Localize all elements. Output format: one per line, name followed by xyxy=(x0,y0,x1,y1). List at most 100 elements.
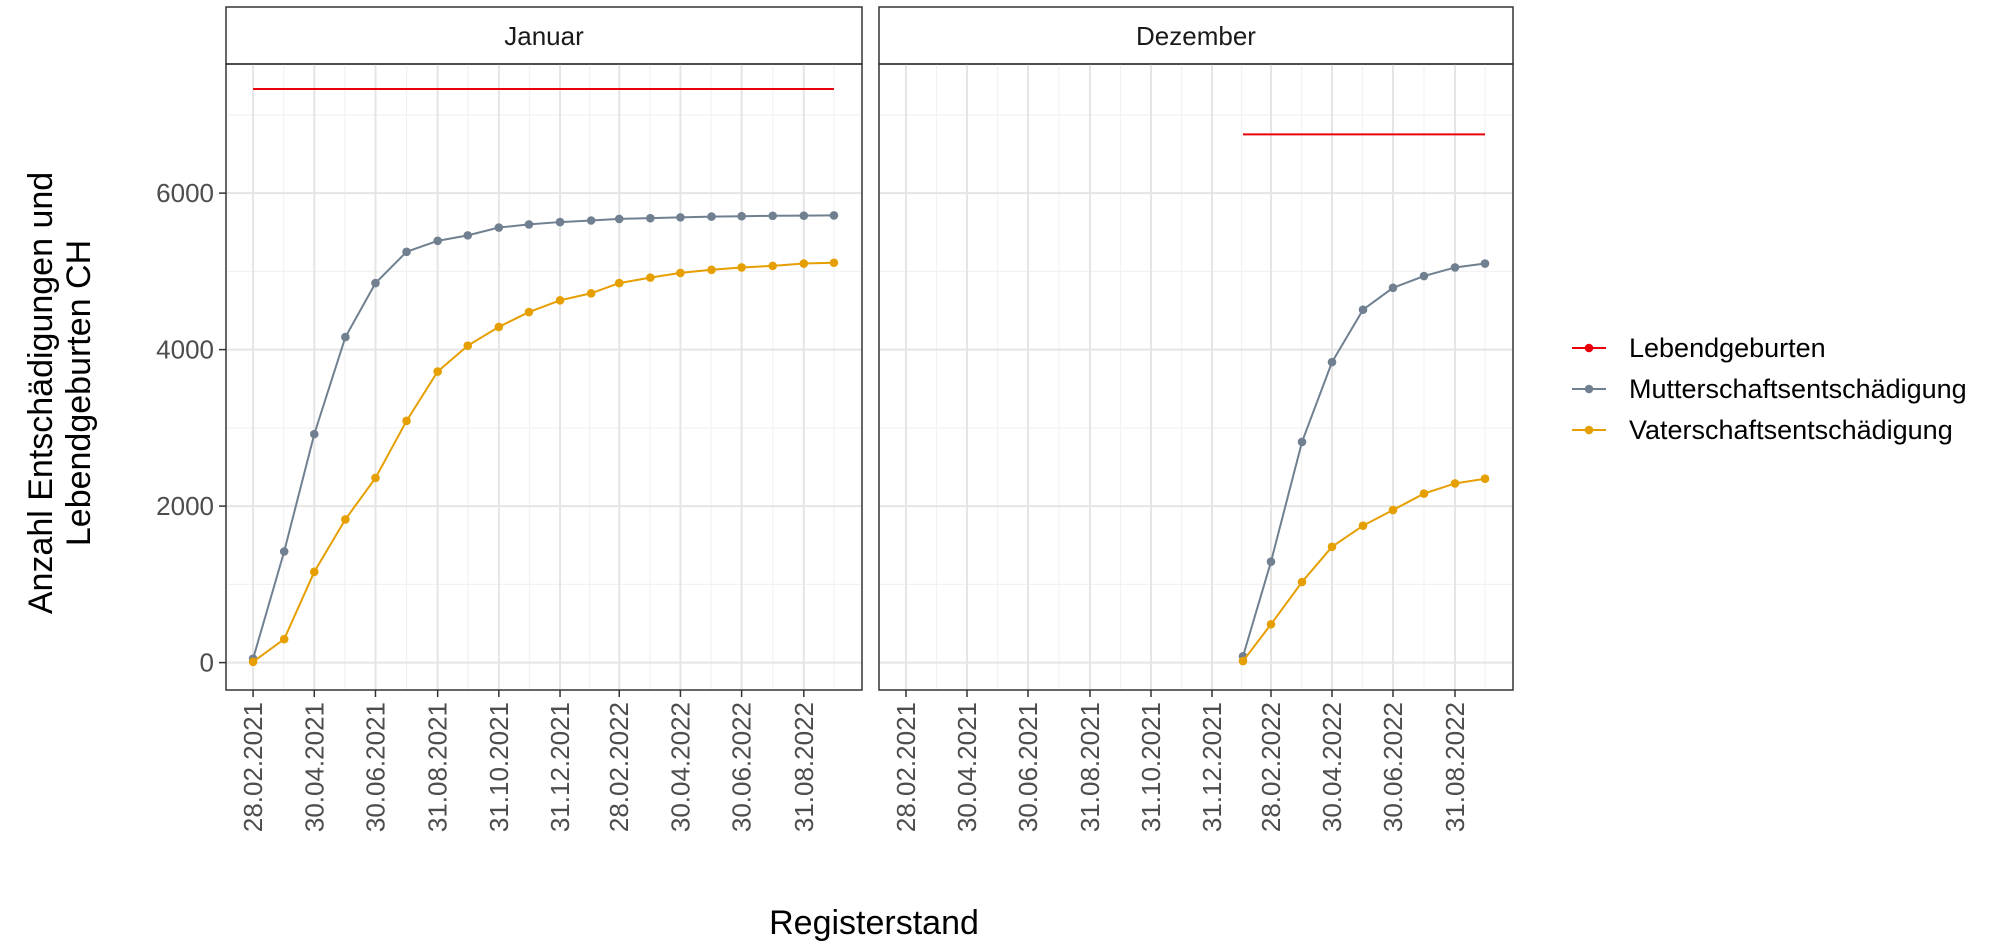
data-point-vaterschaftsentschädigung xyxy=(737,263,746,272)
x-tick-label: 31.08.2021 xyxy=(1075,702,1105,832)
panel-dezember: Dezember xyxy=(878,6,1514,691)
x-tick-label: 30.04.2022 xyxy=(1317,702,1347,832)
data-point-mutterschaftsentschädigung xyxy=(1388,283,1398,293)
legend-item-lebendgeburten: Lebendgeburten xyxy=(1572,333,1826,363)
data-point-mutterschaftsentschädigung xyxy=(402,247,411,257)
data-point-vaterschaftsentschädigung xyxy=(1388,505,1398,515)
data-point-mutterschaftsentschädigung xyxy=(799,211,809,220)
data-point-vaterschaftsentschädigung xyxy=(1238,656,1248,666)
data-point-mutterschaftsentschädigung xyxy=(371,278,380,288)
legend-item-vaterschaftsentschädigung: Vaterschaftsentschädigung xyxy=(1572,415,1953,445)
x-tick-label: 30.04.2022 xyxy=(665,702,695,832)
x-tick-label: 31.12.2021 xyxy=(545,702,575,832)
data-point-vaterschaftsentschädigung xyxy=(586,288,596,298)
data-point-vaterschaftsentschädigung xyxy=(309,567,319,577)
x-tick-label: 28.02.2021 xyxy=(891,702,921,832)
y-tick-label: 4000 xyxy=(156,335,214,365)
legend-label: Mutterschaftsentschädigung xyxy=(1629,374,1967,404)
data-point-mutterschaftsentschädigung xyxy=(494,223,504,232)
panel-border xyxy=(878,63,1514,691)
data-point-vaterschaftsentschädigung xyxy=(1297,577,1307,587)
data-point-vaterschaftsentschädigung xyxy=(676,268,685,278)
data-point-mutterschaftsentschädigung xyxy=(463,231,473,240)
legend-label: Vaterschaftsentschädigung xyxy=(1629,415,1953,445)
data-point-vaterschaftsentschädigung xyxy=(524,307,534,317)
data-point-vaterschaftsentschädigung xyxy=(707,265,716,275)
data-point-mutterschaftsentschädigung xyxy=(555,217,565,227)
data-point-vaterschaftsentschädigung xyxy=(614,278,624,288)
legend-key-point xyxy=(1584,425,1594,435)
data-point-mutterschaftsentschädigung xyxy=(1358,305,1368,315)
x-tick-label: 28.02.2021 xyxy=(238,702,268,832)
x-tick-label: 30.04.2021 xyxy=(952,702,982,832)
data-point-mutterschaftsentschädigung xyxy=(586,216,596,225)
legend-key-point xyxy=(1584,343,1594,353)
data-point-mutterschaftsentschädigung xyxy=(1480,259,1490,268)
x-tick-label: 28.02.2022 xyxy=(604,702,634,832)
y-tick-label: 2000 xyxy=(156,491,214,521)
data-point-mutterschaftsentschädigung xyxy=(646,213,655,223)
data-point-mutterschaftsentschädigung xyxy=(614,214,624,224)
data-point-mutterschaftsentschädigung xyxy=(737,211,746,221)
strip-background xyxy=(878,6,1514,65)
panel-januar: Januar xyxy=(225,6,863,691)
series-line-mutterschaftsentschädigung xyxy=(252,214,834,659)
data-point-vaterschaftsentschädigung xyxy=(768,261,778,271)
y-axis-ticks: 0 2000 4000 6000 xyxy=(156,178,226,678)
data-point-vaterschaftsentschädigung xyxy=(1266,619,1276,629)
data-point-vaterschaftsentschädigung xyxy=(371,473,380,483)
data-point-vaterschaftsentschädigung xyxy=(494,322,504,332)
x-tick-label: 28.02.2022 xyxy=(1256,702,1286,832)
data-point-mutterschaftsentschädigung xyxy=(707,212,716,221)
data-point-mutterschaftsentschädigung xyxy=(1266,557,1276,566)
data-point-mutterschaftsentschädigung xyxy=(341,332,350,342)
legend: Lebendgeburten Mutterschaftsentschädigung… xyxy=(1572,333,1967,445)
data-point-mutterschaftsentschädigung xyxy=(768,211,778,221)
x-tick-label: 30.06.2021 xyxy=(1013,702,1043,832)
strip-label: Dezember xyxy=(1136,21,1256,51)
data-point-vaterschaftsentschädigung xyxy=(1480,474,1490,484)
data-point-vaterschaftsentschädigung xyxy=(799,259,809,268)
x-tick-label: 31.10.2021 xyxy=(1136,702,1166,832)
strip-label: Januar xyxy=(504,21,584,51)
data-point-mutterschaftsentschädigung xyxy=(433,236,442,246)
x-tick-label: 31.10.2021 xyxy=(484,702,514,832)
legend-label: Lebendgeburten xyxy=(1629,333,1826,363)
y-tick-label: 6000 xyxy=(156,178,214,208)
data-point-vaterschaftsentschädigung xyxy=(279,634,289,644)
y-tick-label: 0 xyxy=(200,648,214,678)
strip-background xyxy=(225,6,863,65)
x-tick-label: 30.06.2021 xyxy=(360,702,390,832)
data-point-mutterschaftsentschädigung xyxy=(1419,271,1429,281)
data-point-vaterschaftsentschädigung xyxy=(555,296,565,305)
data-point-mutterschaftsentschädigung xyxy=(1450,263,1460,272)
data-point-mutterschaftsentschädigung xyxy=(309,429,319,439)
data-point-vaterschaftsentschädigung xyxy=(829,258,839,268)
x-tick-label: 31.12.2021 xyxy=(1197,702,1227,832)
data-point-mutterschaftsentschädigung xyxy=(279,547,289,556)
series-line-mutterschaftsentschädigung xyxy=(1242,262,1486,657)
legend-key-point xyxy=(1584,384,1594,394)
data-point-mutterschaftsentschädigung xyxy=(829,211,839,220)
data-point-vaterschaftsentschädigung xyxy=(433,367,442,376)
panels: Januar Dezember xyxy=(225,6,1514,691)
data-point-mutterschaftsentschädigung xyxy=(676,213,685,222)
data-point-mutterschaftsentschädigung xyxy=(1327,357,1337,367)
x-tick-label: 31.08.2021 xyxy=(423,702,453,832)
data-point-vaterschaftsentschädigung xyxy=(1327,542,1337,552)
x-tick-label: 30.06.2022 xyxy=(1378,702,1408,832)
data-point-vaterschaftsentschädigung xyxy=(1450,479,1460,488)
x-axis-ticks: 28.02.2021 30.04.2021 30.06.2021 31.08.2021… xyxy=(238,690,1470,832)
data-point-vaterschaftsentschädigung xyxy=(341,515,350,524)
x-tick-label: 30.04.2021 xyxy=(299,702,329,832)
x-tick-label: 31.08.2022 xyxy=(789,702,819,832)
data-point-vaterschaftsentschädigung xyxy=(463,341,473,351)
x-tick-label: 31.08.2022 xyxy=(1440,702,1470,832)
data-point-vaterschaftsentschädigung xyxy=(646,273,655,282)
data-point-mutterschaftsentschädigung xyxy=(524,220,534,229)
y-axis-title-line-1: Anzahl Entschädigungen und xyxy=(22,172,60,614)
data-point-vaterschaftsentschädigung xyxy=(248,657,258,667)
x-tick-label: 30.06.2022 xyxy=(727,702,757,832)
data-point-vaterschaftsentschädigung xyxy=(1358,521,1368,530)
